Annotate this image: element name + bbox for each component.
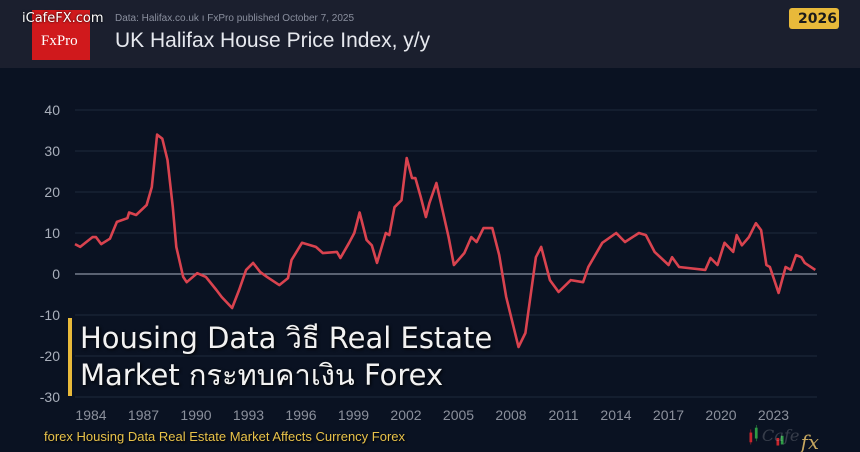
x-tick-label: 1996 (285, 407, 316, 423)
x-tick-label: 1993 (233, 407, 264, 423)
x-tick-label: 2023 (758, 407, 789, 423)
x-tick-label: 1984 (75, 407, 106, 423)
x-tick-label: 2008 (495, 407, 526, 423)
svg-text:fx: fx (799, 431, 819, 452)
y-tick-label: -30 (40, 389, 60, 405)
y-tick-label: -10 (40, 307, 60, 323)
y-tick-label: 30 (44, 143, 60, 159)
x-tick-label: 2014 (600, 407, 631, 423)
x-tick-label: 2011 (548, 407, 578, 423)
header (0, 0, 860, 68)
icafefx-watermark-icon: Cafe fx (749, 425, 819, 452)
accent-bar (68, 318, 72, 396)
chart-title: UK Halifax House Price Index, y/y (115, 29, 431, 52)
y-tick-label: 0 (52, 266, 60, 282)
y-tick-label: -20 (40, 348, 60, 364)
series-line (74, 133, 817, 349)
x-tick-label: 2017 (653, 407, 684, 423)
article-title-line2: Market กระทบคาเงิน Forex (80, 358, 444, 392)
x-tick-label: 2002 (390, 407, 421, 423)
x-tick-label: 1990 (180, 407, 211, 423)
article-title-line1: Housing Data วิธี Real Estate (80, 321, 493, 355)
y-tick-label: 20 (44, 184, 60, 200)
svg-text:Cafe: Cafe (762, 426, 800, 445)
article-title: Housing Data วิธี Real Estate Market กระ… (80, 320, 492, 394)
article-subtitle: forex Housing Data Real Estate Market Af… (44, 429, 406, 444)
chart-source: Data: Halifax.co.uk ı FxPro published Oc… (115, 13, 355, 24)
x-tick-label: 1999 (338, 407, 369, 423)
logo-brand-text: FxPro (41, 33, 78, 49)
fxpro-logo (32, 10, 90, 60)
x-tick-label: 2020 (705, 407, 736, 423)
x-tick-label: 1987 (128, 407, 159, 423)
logo-site-text: iCafeFX.com (22, 11, 104, 26)
year-badge: 2026 (789, 8, 839, 29)
y-tick-label: 10 (44, 225, 60, 241)
y-tick-label: 40 (44, 102, 60, 118)
x-tick-label: 2005 (443, 407, 474, 423)
